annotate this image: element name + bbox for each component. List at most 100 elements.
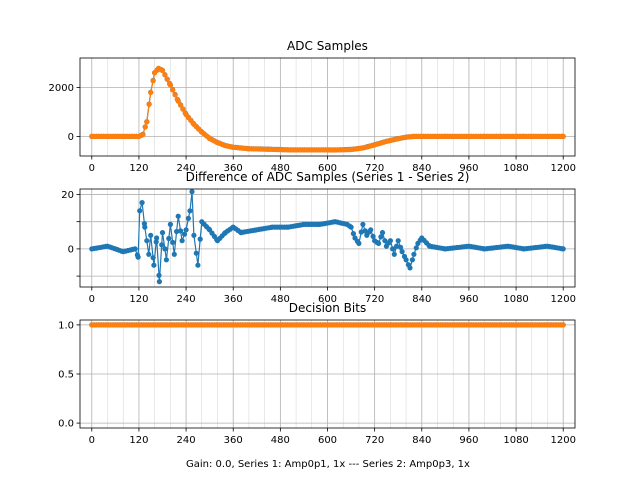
x-tick-label: 720	[365, 294, 384, 305]
data-point	[348, 224, 354, 230]
x-tick-label: 240	[177, 435, 196, 446]
data-point	[356, 240, 362, 246]
data-point	[183, 227, 189, 233]
data-point	[350, 231, 356, 237]
data-point	[387, 238, 393, 244]
x-tick-label: 360	[224, 163, 243, 174]
data-point	[403, 257, 409, 263]
data-point	[376, 240, 382, 246]
data-point	[185, 215, 191, 221]
x-tick-label: 720	[365, 163, 384, 174]
x-tick-label: 0	[89, 435, 95, 446]
data-point	[148, 89, 154, 96]
data-point	[370, 233, 376, 239]
x-tick-label: 960	[459, 163, 478, 174]
data-point	[162, 72, 168, 78]
data-point	[159, 230, 166, 236]
data-point	[193, 250, 199, 256]
data-point	[132, 246, 138, 252]
plot-adc-samples: 0 120 240 360 480 600 720 840 960 1080 1200 0 2000 AD…	[49, 39, 576, 174]
data-point	[172, 92, 178, 98]
data-point	[167, 82, 173, 88]
x-tick-label: 840	[412, 163, 431, 174]
x-tick-label: 960	[459, 435, 478, 446]
data-point	[137, 208, 143, 214]
data-point	[144, 238, 150, 244]
data-point	[390, 246, 396, 252]
data-point	[179, 238, 185, 244]
x-tick-label: 480	[271, 163, 290, 174]
data-point	[142, 124, 148, 130]
x-tick-label: 480	[271, 435, 290, 446]
data-point	[151, 262, 157, 268]
axes-frame	[79, 319, 576, 429]
x-tick-label: 240	[177, 294, 196, 305]
data-point	[178, 228, 184, 234]
data-point	[362, 228, 368, 234]
y-tick-label: 20	[61, 190, 74, 201]
data-point	[142, 224, 148, 230]
x-tick-label: 360	[224, 435, 243, 446]
data-point	[560, 322, 566, 328]
x-tick-label: 120	[129, 294, 148, 305]
data-point	[146, 251, 152, 257]
data-point	[167, 221, 173, 227]
x-tick-label: 360	[224, 294, 243, 305]
data-point	[398, 244, 404, 250]
chart-title: ADC Samples	[287, 39, 368, 53]
data-point	[181, 231, 188, 237]
x-tick-label: 840	[412, 435, 431, 446]
data-point	[378, 234, 384, 240]
data-point	[560, 133, 566, 139]
data-point	[154, 235, 160, 241]
data-point	[156, 272, 162, 278]
data-point	[187, 208, 193, 214]
y-tick-label: 0	[68, 132, 74, 143]
data-point	[148, 232, 154, 238]
data-point	[560, 246, 566, 252]
data-point	[379, 230, 386, 236]
data-point	[140, 132, 146, 138]
data-point	[189, 189, 195, 195]
y-tick-label: 0.0	[58, 419, 74, 430]
chart-title: Decision Bits	[289, 301, 366, 315]
x-tick-label: 1200	[550, 435, 575, 446]
chart-title: Difference of ADC Samples (Series 1 - Se…	[186, 170, 470, 184]
data-point	[150, 78, 156, 84]
data-point	[171, 251, 177, 257]
axes-frame	[79, 188, 576, 288]
data-point	[166, 235, 172, 242]
x-tick-label: 240	[177, 163, 196, 174]
y-tick-label: 1.0	[58, 320, 74, 331]
data-point	[144, 119, 150, 125]
data-point	[175, 213, 181, 219]
data-point	[368, 227, 374, 233]
data-point	[164, 76, 170, 82]
data-point	[139, 200, 145, 206]
y-tick-label: 0.5	[58, 370, 74, 381]
data-point	[174, 228, 180, 235]
data-point	[411, 251, 417, 257]
data-point	[159, 242, 165, 248]
data-point	[382, 238, 388, 244]
figure-caption: Gain: 0.0, Series 1: Amp0p1, 1x --- Seri…	[186, 459, 470, 470]
data-point	[399, 249, 405, 255]
data-point	[395, 238, 401, 244]
data-point	[170, 87, 176, 93]
data-point	[150, 255, 156, 261]
data-point	[197, 236, 203, 242]
x-tick-label: 1080	[503, 435, 528, 446]
data-point	[191, 232, 197, 238]
plot-difference: 0 120 240 360 480 600 720 840 960 1080 1200 0 20 Diff…	[61, 170, 576, 305]
x-tick-label: 1200	[550, 294, 575, 305]
data-point	[153, 239, 159, 245]
data-point	[391, 251, 397, 257]
data-point	[358, 229, 364, 235]
data-point	[360, 221, 366, 227]
data-point	[156, 279, 162, 285]
data-point	[394, 243, 400, 249]
data-point	[175, 98, 181, 104]
y-tick-label: 2000	[49, 83, 74, 94]
axes-frame	[79, 57, 576, 157]
